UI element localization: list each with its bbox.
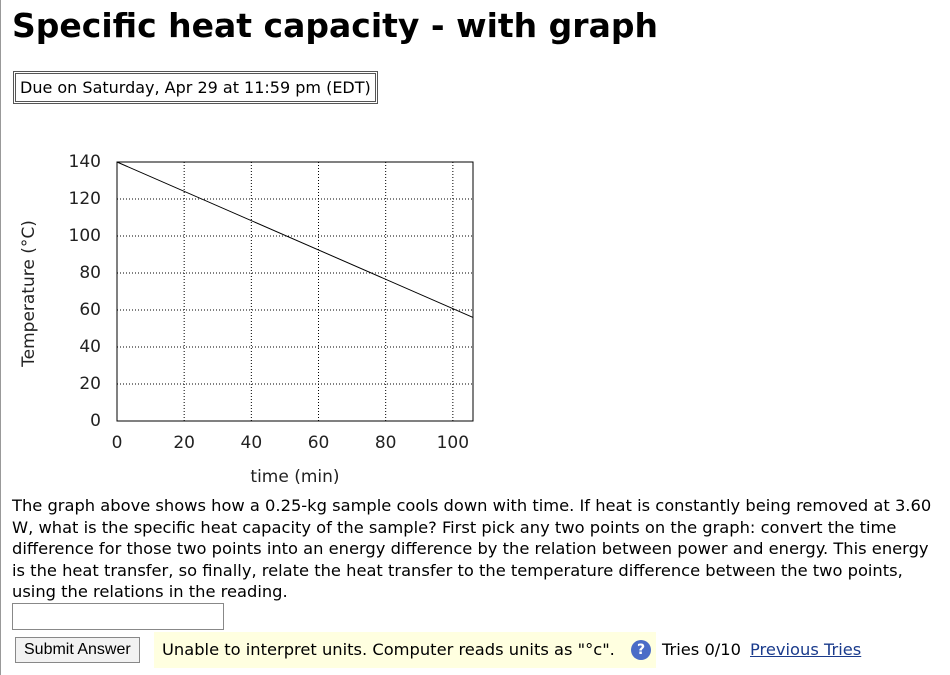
title: Specific heat capacity - with graph: [12, 6, 658, 45]
previous-tries-link[interactable]: Previous Tries: [750, 640, 862, 659]
y-tick-label: 20: [79, 374, 101, 394]
tries: Tries 0/10: [662, 640, 742, 659]
y-tick-label: 140: [69, 152, 101, 172]
y-tick-label: 60: [79, 300, 101, 320]
submit-button[interactable]: Submit Answer: [15, 637, 140, 663]
y-tick-label: 40: [79, 337, 101, 357]
x-tick-label: 20: [173, 433, 195, 453]
y-tick-label: 80: [79, 263, 101, 283]
feedback: Unable to interpret units. Computer read…: [162, 640, 615, 659]
x-tick-label: 0: [112, 433, 123, 453]
question: The graph above shows how a 0.25-kg samp…: [12, 496, 932, 602]
data-line: [116, 161, 474, 318]
answer-input[interactable]: [12, 603, 224, 630]
x-tick-label: 80: [375, 433, 397, 453]
x-tick-label: 40: [241, 433, 263, 453]
x-tick-label: 100: [437, 433, 469, 453]
due-date: Due on Saturday, Apr 29 at 11:59 pm (EDT…: [13, 71, 378, 104]
y-tick-label: 100: [69, 226, 101, 246]
feedback-box: [154, 632, 656, 668]
y-axis-label: Temperature (°C): [19, 220, 39, 368]
help-icon[interactable]: ?: [631, 640, 651, 660]
y-tick-label: 0: [90, 411, 101, 431]
x-axis-label: time (min): [250, 467, 339, 487]
y-tick-label: 120: [69, 189, 101, 209]
plot-frame: [116, 161, 474, 422]
chart: 0 20 40 60 80 100 120 140 0 20 40 60 80 100 time (min)…: [19, 152, 474, 487]
x-tick-label: 60: [308, 433, 330, 453]
